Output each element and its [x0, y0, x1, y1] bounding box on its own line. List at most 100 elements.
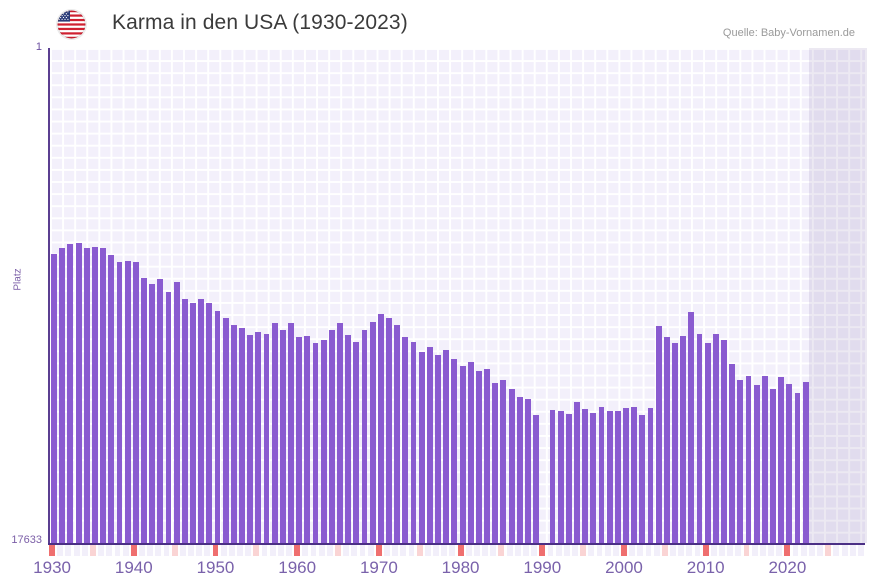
bar-1989[interactable] [533, 414, 540, 543]
bar-1991[interactable] [549, 409, 556, 543]
bar-1956[interactable] [263, 334, 270, 543]
bar-1970[interactable] [377, 313, 384, 543]
bar-2016[interactable] [753, 385, 760, 543]
bar-1950[interactable] [214, 310, 221, 543]
bar-2002[interactable] [639, 415, 646, 543]
bar-1969[interactable] [369, 321, 376, 543]
bar-1963[interactable] [320, 339, 327, 543]
bar-2012[interactable] [721, 339, 727, 543]
bar-2021[interactable] [794, 393, 801, 543]
bar-1931[interactable] [59, 247, 66, 543]
bar-1972[interactable] [394, 324, 401, 543]
bar-1993[interactable] [565, 414, 572, 543]
bar-1978[interactable] [443, 350, 450, 543]
bar-1988[interactable] [525, 398, 531, 543]
bar-1980[interactable] [459, 366, 466, 543]
bar-1945[interactable] [173, 281, 180, 543]
bar-1957[interactable] [271, 323, 278, 543]
bar-1943[interactable] [157, 279, 164, 543]
bar-2000[interactable] [623, 407, 629, 543]
bar-1962[interactable] [312, 343, 319, 543]
bar-2006[interactable] [672, 342, 678, 543]
bar-2011[interactable] [712, 333, 719, 543]
bar-1961[interactable] [304, 335, 311, 543]
bar-1937[interactable] [108, 254, 115, 543]
bar-2019[interactable] [778, 377, 785, 543]
bar-1967[interactable] [353, 342, 360, 543]
bar-2018[interactable] [770, 389, 776, 543]
bar-1997[interactable] [598, 407, 605, 543]
bar-1959[interactable] [288, 322, 294, 543]
x-axis-label-1970: 1970 [359, 558, 398, 577]
bar-1935[interactable] [91, 247, 98, 543]
bar-2003[interactable] [647, 408, 654, 543]
bar-2005[interactable] [663, 337, 670, 543]
bar-1949[interactable] [206, 302, 213, 543]
bar-1958[interactable] [279, 330, 286, 543]
bar-1938[interactable] [116, 262, 123, 543]
bar-1982[interactable] [475, 371, 482, 543]
bar-2020[interactable] [786, 384, 793, 543]
bar-2017[interactable] [761, 376, 768, 543]
bar-2004[interactable] [655, 326, 662, 543]
bar-1994[interactable] [574, 402, 580, 543]
bar-1995[interactable] [582, 409, 589, 543]
bar-1940[interactable] [132, 261, 139, 543]
x-tick-cell-1942 [147, 545, 154, 556]
bar-2015[interactable] [745, 375, 752, 543]
bar-1930[interactable] [51, 254, 58, 543]
bar-1955[interactable] [255, 331, 262, 543]
x-tick-cell-1968 [359, 545, 366, 556]
bar-2008[interactable] [688, 312, 695, 543]
bar-2007[interactable] [680, 335, 687, 543]
bar-1942[interactable] [149, 283, 156, 543]
bar-1960[interactable] [296, 337, 303, 543]
bar-1975[interactable] [418, 352, 425, 543]
bar-1986[interactable] [508, 388, 515, 543]
bar-1944[interactable] [165, 291, 172, 543]
bar-1984[interactable] [492, 382, 499, 543]
bar-1992[interactable] [557, 410, 564, 543]
bar-1953[interactable] [239, 327, 245, 543]
bar-1951[interactable] [222, 318, 229, 543]
bar-1932[interactable] [67, 244, 74, 543]
bar-1941[interactable] [141, 277, 147, 543]
bar-1968[interactable] [361, 330, 368, 543]
bar-1952[interactable] [230, 325, 237, 543]
bar-1964[interactable] [328, 329, 335, 543]
bar-1999[interactable] [614, 411, 621, 543]
bar-2014[interactable] [737, 380, 744, 543]
bar-1948[interactable] [198, 298, 205, 543]
bar-1933[interactable] [75, 242, 82, 543]
bar-1976[interactable] [426, 347, 433, 543]
bar-1971[interactable] [386, 318, 392, 543]
bar-1977[interactable] [435, 355, 441, 543]
bar-1934[interactable] [83, 247, 90, 543]
bar-2013[interactable] [729, 364, 736, 543]
bar-1983[interactable] [484, 368, 491, 543]
x-tick-cell-1951 [220, 545, 227, 556]
x-tick-cell-1991 [547, 545, 554, 556]
x-tick-cell-2024 [817, 545, 823, 556]
bar-1985[interactable] [500, 379, 507, 543]
bar-1981[interactable] [467, 362, 474, 543]
bar-1954[interactable] [247, 335, 254, 543]
bar-1998[interactable] [606, 410, 613, 543]
chart-header: Karma in den USA (1930-2023) Quelle: Bab… [0, 0, 873, 48]
bar-1936[interactable] [100, 247, 107, 543]
bar-2022[interactable] [802, 381, 809, 543]
source-attribution: Quelle: Baby-Vornamen.de [722, 27, 855, 39]
bar-1996[interactable] [590, 413, 597, 543]
bar-1946[interactable] [181, 298, 188, 543]
bar-1966[interactable] [345, 335, 352, 543]
bar-1947[interactable] [190, 302, 196, 543]
bar-1939[interactable] [124, 261, 131, 543]
bar-2009[interactable] [696, 333, 703, 543]
bar-1974[interactable] [410, 341, 417, 543]
bar-1973[interactable] [402, 336, 409, 543]
bar-2001[interactable] [631, 407, 638, 543]
bar-2010[interactable] [704, 343, 711, 543]
bar-1979[interactable] [451, 358, 458, 543]
bar-1987[interactable] [516, 397, 523, 543]
bar-1965[interactable] [337, 323, 343, 543]
